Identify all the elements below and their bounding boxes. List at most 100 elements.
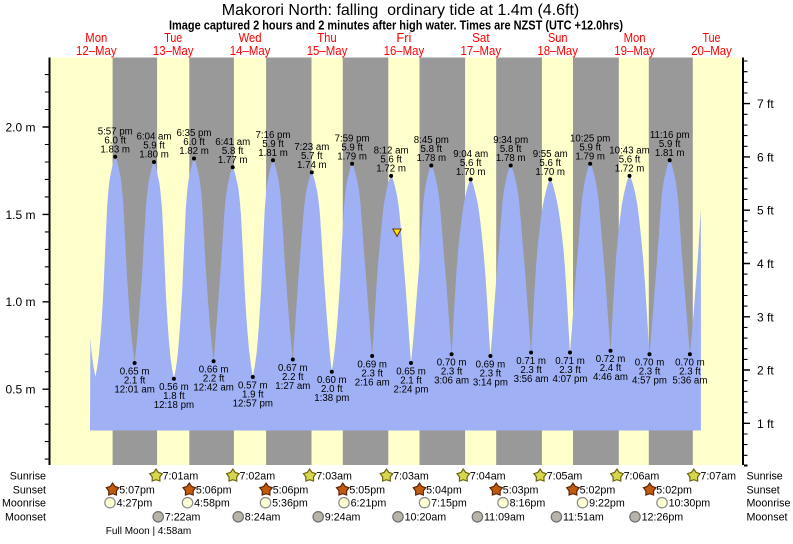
svg-text:2 ft: 2 ft <box>757 364 774 378</box>
svg-text:1.81 m: 1.81 m <box>655 148 685 159</box>
svg-text:10:25 pm: 10:25 pm <box>570 133 610 144</box>
svg-text:5:02pm: 5:02pm <box>656 484 692 496</box>
svg-text:2.3 ft: 2.3 ft <box>520 365 542 376</box>
svg-text:7:23 am: 7:23 am <box>294 142 329 153</box>
svg-text:5:06pm: 5:06pm <box>273 484 309 496</box>
svg-text:7:03am: 7:03am <box>316 470 352 482</box>
svg-text:1.70 m: 1.70 m <box>456 167 486 178</box>
svg-text:7:03am: 7:03am <box>393 470 429 482</box>
svg-text:1.77 m: 1.77 m <box>218 155 248 166</box>
svg-text:7:06am: 7:06am <box>624 470 660 482</box>
svg-text:1.78 m: 1.78 m <box>416 153 446 164</box>
svg-text:7 ft: 7 ft <box>757 97 774 111</box>
svg-text:12:01 am: 12:01 am <box>114 384 154 395</box>
svg-text:9:22pm: 9:22pm <box>589 497 625 509</box>
svg-text:9:34 pm: 9:34 pm <box>493 135 528 146</box>
svg-text:2.3 ft: 2.3 ft <box>441 367 463 378</box>
svg-text:Image captured 2 hours and 2 m: Image captured 2 hours and 2 minutes aft… <box>169 18 623 32</box>
svg-text:1.79 m: 1.79 m <box>575 151 605 162</box>
svg-text:7:15pm: 7:15pm <box>431 497 467 509</box>
svg-text:5.6 ft: 5.6 ft <box>619 155 641 166</box>
svg-text:6 ft: 6 ft <box>757 150 774 164</box>
svg-text:4 ft: 4 ft <box>757 257 774 271</box>
svg-text:5.9 ft: 5.9 ft <box>262 139 284 150</box>
svg-text:3:06 am: 3:06 am <box>434 376 469 387</box>
svg-text:5.8 ft: 5.8 ft <box>421 144 443 155</box>
svg-text:Tue: Tue <box>164 30 182 45</box>
svg-text:Wed: Wed <box>239 30 262 45</box>
svg-text:Mon: Mon <box>624 30 646 45</box>
svg-text:9:55 am: 9:55 am <box>533 149 568 160</box>
svg-text:1.83 m: 1.83 m <box>100 144 130 155</box>
svg-text:1.0 m: 1.0 m <box>5 295 35 309</box>
svg-text:2.3 ft: 2.3 ft <box>639 367 661 378</box>
svg-text:5:04pm: 5:04pm <box>426 484 462 496</box>
svg-text:14–May: 14–May <box>230 43 271 58</box>
svg-text:0.70 m: 0.70 m <box>437 358 467 369</box>
svg-text:5:07pm: 5:07pm <box>119 484 155 496</box>
svg-text:2.2 ft: 2.2 ft <box>203 374 225 385</box>
svg-text:1:38 pm: 1:38 pm <box>314 393 349 404</box>
svg-text:0.65 m: 0.65 m <box>120 366 150 377</box>
svg-text:6.0 ft: 6.0 ft <box>183 137 205 148</box>
svg-text:2.1 ft: 2.1 ft <box>124 375 146 386</box>
svg-text:3:56 am: 3:56 am <box>514 374 549 385</box>
svg-text:Tue: Tue <box>703 30 721 45</box>
svg-text:Mon: Mon <box>85 30 107 45</box>
svg-text:13–May: 13–May <box>153 43 194 58</box>
svg-text:7:02am: 7:02am <box>240 470 276 482</box>
svg-text:Full Moon | 4:58am: Full Moon | 4:58am <box>106 526 191 537</box>
svg-text:4:07 pm: 4:07 pm <box>552 374 587 385</box>
svg-text:18–May: 18–May <box>537 43 578 58</box>
svg-text:1.8 ft: 1.8 ft <box>163 391 185 402</box>
svg-text:7:04am: 7:04am <box>470 470 506 482</box>
svg-text:Thu: Thu <box>317 30 337 45</box>
svg-text:2.3 ft: 2.3 ft <box>679 367 701 378</box>
svg-text:5.9 ft: 5.9 ft <box>341 142 363 153</box>
svg-text:8:24am: 8:24am <box>245 512 281 524</box>
svg-text:2.0 ft: 2.0 ft <box>321 384 343 395</box>
svg-text:5.8 ft: 5.8 ft <box>500 144 522 155</box>
svg-text:2.2 ft: 2.2 ft <box>282 372 304 383</box>
svg-text:Moonrise: Moonrise <box>2 497 46 509</box>
svg-text:5:02pm: 5:02pm <box>580 484 616 496</box>
svg-text:2.0 m: 2.0 m <box>5 120 35 134</box>
svg-text:5:06pm: 5:06pm <box>196 484 232 496</box>
svg-text:1.5 m: 1.5 m <box>5 208 35 222</box>
svg-text:7:22am: 7:22am <box>165 512 201 524</box>
svg-text:Makorori North: falling ordin: Makorori North: falling ordinary tide at… <box>222 2 579 19</box>
svg-text:12:42 am: 12:42 am <box>193 383 233 394</box>
svg-text:Sunset: Sunset <box>747 484 780 496</box>
svg-text:6.0 ft: 6.0 ft <box>104 135 126 146</box>
svg-text:0.69 m: 0.69 m <box>476 359 506 370</box>
svg-text:12:57 pm: 12:57 pm <box>233 398 273 409</box>
svg-text:6:41 am: 6:41 am <box>215 137 250 148</box>
svg-text:0.71 m: 0.71 m <box>516 356 546 367</box>
svg-text:Moonset: Moonset <box>5 512 46 524</box>
svg-text:7:16 pm: 7:16 pm <box>255 130 290 141</box>
svg-text:2:16 am: 2:16 am <box>355 377 390 388</box>
svg-text:1.81 m: 1.81 m <box>258 148 288 159</box>
svg-text:7:07am: 7:07am <box>700 470 736 482</box>
svg-text:1.79 m: 1.79 m <box>337 151 367 162</box>
svg-text:5:05pm: 5:05pm <box>349 484 385 496</box>
svg-text:4:46 am: 4:46 am <box>593 372 628 383</box>
svg-text:0.66 m: 0.66 m <box>199 365 229 376</box>
svg-text:Moonrise: Moonrise <box>747 497 791 509</box>
svg-text:6:35 pm: 6:35 pm <box>176 128 211 139</box>
svg-text:10:30pm: 10:30pm <box>669 497 711 509</box>
svg-text:5:03pm: 5:03pm <box>503 484 539 496</box>
svg-text:9:24am: 9:24am <box>325 512 361 524</box>
svg-text:0.65 m: 0.65 m <box>396 366 426 377</box>
svg-text:5.6 ft: 5.6 ft <box>380 155 402 166</box>
svg-text:Sunrise: Sunrise <box>747 470 783 482</box>
svg-text:1 ft: 1 ft <box>757 417 774 431</box>
svg-text:Sat: Sat <box>472 30 490 45</box>
svg-text:1.74 m: 1.74 m <box>297 160 327 171</box>
svg-text:12–May: 12–May <box>76 43 117 58</box>
svg-text:5.8 ft: 5.8 ft <box>222 146 244 157</box>
svg-text:0.72 m: 0.72 m <box>596 354 626 365</box>
svg-text:6:04 am: 6:04 am <box>136 132 171 143</box>
svg-text:4:27pm: 4:27pm <box>117 497 153 509</box>
svg-text:Sunrise: Sunrise <box>10 470 46 482</box>
